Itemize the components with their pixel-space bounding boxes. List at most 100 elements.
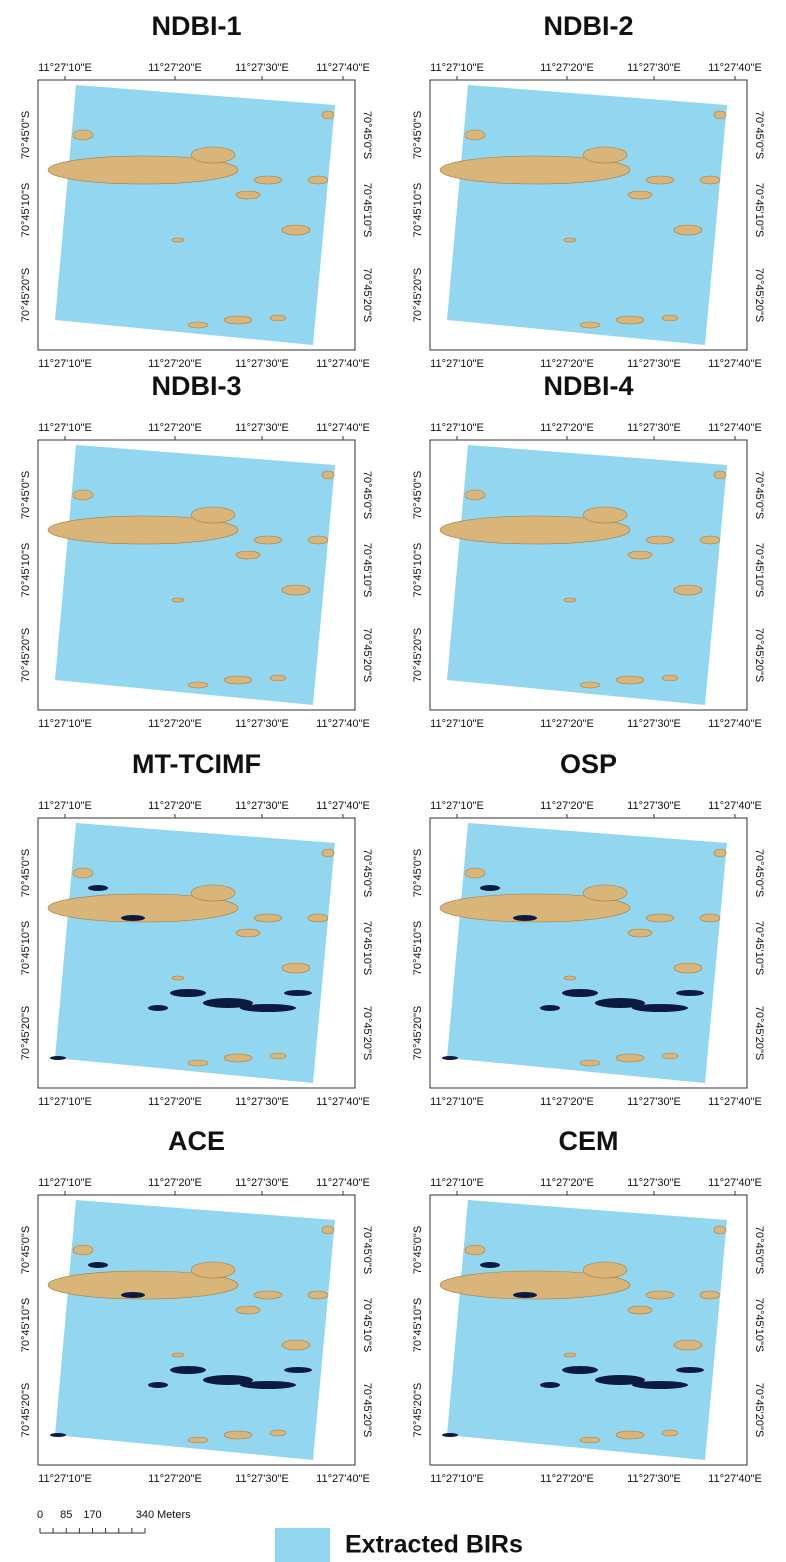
ice-free-area [645, 535, 675, 545]
latitude-label: 70°45'10"S [753, 921, 765, 975]
ice-free-area [713, 848, 727, 858]
longitude-label: 11°27'40"E [708, 422, 762, 434]
latitude-label: 70°45'0"S [753, 849, 765, 897]
longitude-label: 11°27'20"E [148, 422, 202, 434]
detected-bir [442, 1433, 458, 1437]
latitude-label: 70°45'10"S [412, 543, 424, 597]
ice-free-area [47, 155, 239, 185]
longitude-label: 11°27'40"E [708, 62, 762, 74]
detected-bir [88, 885, 108, 891]
detected-bir [50, 1056, 66, 1060]
ice-free-area [579, 1436, 601, 1444]
longitude-label: 11°27'30"E [627, 62, 681, 74]
latitude-label: 70°45'20"S [361, 1006, 373, 1060]
ice-free-area [223, 1053, 253, 1063]
ice-free-area [47, 893, 239, 923]
latitude-label: 70°45'10"S [753, 183, 765, 237]
ice-free-area [627, 190, 653, 200]
detected-bir [121, 915, 145, 921]
ice-free-area [190, 1261, 236, 1279]
ice-free-area [235, 1305, 261, 1315]
longitude-label: 11°27'30"E [235, 358, 289, 370]
panel-title: OSP [560, 749, 617, 779]
latitude-label: 70°45'20"S [412, 268, 424, 322]
longitude-label: 11°27'10"E [430, 422, 484, 434]
ice-free-area [582, 884, 628, 902]
latitude-label: 70°45'10"S [20, 921, 32, 975]
longitude-label: 11°27'30"E [235, 62, 289, 74]
detected-bir [676, 990, 704, 996]
ice-free-area [673, 1339, 703, 1351]
ice-free-area [645, 1290, 675, 1300]
ice-free-area [187, 681, 209, 689]
longitude-label: 11°27'30"E [235, 1177, 289, 1189]
ice-free-area [439, 155, 631, 185]
ice-free-area [579, 321, 601, 329]
latitude-label: 70°45'10"S [753, 543, 765, 597]
ice-free-area [699, 1290, 721, 1300]
detected-bir [240, 1004, 296, 1012]
longitude-label: 11°27'40"E [708, 800, 762, 812]
longitude-label: 11°27'10"E [38, 718, 92, 730]
ice-free-area [187, 1436, 209, 1444]
latitude-label: 70°45'20"S [20, 1006, 32, 1060]
latitude-label: 70°45'0"S [361, 111, 373, 159]
longitude-label: 11°27'40"E [316, 358, 370, 370]
detected-bir [632, 1381, 688, 1389]
detected-bir [676, 1367, 704, 1373]
ice-free-area [269, 674, 287, 682]
latitude-label: 70°45'10"S [361, 921, 373, 975]
latitude-label: 70°45'20"S [753, 628, 765, 682]
latitude-label: 70°45'20"S [20, 1383, 32, 1437]
map-panel: NDBI-2 11°27'10"E 11°27'10"E 11°27'20"E 11°2… [412, 11, 765, 370]
detected-bir [240, 1381, 296, 1389]
longitude-label: 11°27'10"E [38, 1096, 92, 1108]
extracted-area [55, 823, 335, 1083]
extracted-area [447, 1200, 727, 1460]
ice-free-area [439, 515, 631, 545]
ice-free-area [269, 1429, 287, 1437]
latitude-label: 70°45'0"S [361, 1226, 373, 1274]
ice-free-area [321, 1225, 335, 1235]
longitude-label: 11°27'40"E [316, 422, 370, 434]
ice-free-area [563, 1352, 577, 1358]
extracted-area [447, 445, 727, 705]
ice-free-area [281, 962, 311, 974]
latitude-label: 70°45'0"S [20, 111, 32, 159]
detected-bir [148, 1382, 168, 1388]
ice-free-area [582, 146, 628, 164]
longitude-label: 11°27'20"E [148, 1096, 202, 1108]
extracted-area [55, 1200, 335, 1460]
detected-bir [88, 1262, 108, 1268]
longitude-label: 11°27'30"E [627, 800, 681, 812]
latitude-label: 70°45'20"S [412, 628, 424, 682]
longitude-label: 11°27'40"E [708, 718, 762, 730]
scale-label: 340 [136, 1509, 154, 1521]
latitude-label: 70°45'0"S [412, 471, 424, 519]
longitude-label: 11°27'30"E [235, 422, 289, 434]
longitude-label: 11°27'30"E [627, 1096, 681, 1108]
ice-free-area [563, 237, 577, 243]
longitude-label: 11°27'10"E [430, 62, 484, 74]
latitude-label: 70°45'0"S [361, 849, 373, 897]
scale-label: 85 [60, 1509, 72, 1521]
latitude-label: 70°45'10"S [20, 543, 32, 597]
ice-free-area [307, 535, 329, 545]
detected-bir [513, 1292, 537, 1298]
latitude-label: 70°45'20"S [753, 268, 765, 322]
ice-free-area [72, 129, 94, 141]
latitude-label: 70°45'0"S [753, 471, 765, 519]
ice-free-area [281, 1339, 311, 1351]
panel-title: NDBI-1 [151, 11, 241, 41]
ice-free-area [235, 190, 261, 200]
ice-free-area [253, 175, 283, 185]
map-panel: OSP 11°27'10"E 11°27'10"E 11°27'20"E 11°27'2… [412, 749, 765, 1108]
ice-free-area [661, 1429, 679, 1437]
panel-title: NDBI-2 [543, 11, 633, 41]
ice-free-area [615, 675, 645, 685]
longitude-label: 11°27'30"E [235, 800, 289, 812]
map-panel: ACE 11°27'10"E 11°27'10"E 11°27'20"E 11°27'2… [20, 1126, 373, 1485]
ice-free-area [713, 110, 727, 120]
ice-free-area [171, 975, 185, 981]
longitude-label: 11°27'40"E [316, 62, 370, 74]
